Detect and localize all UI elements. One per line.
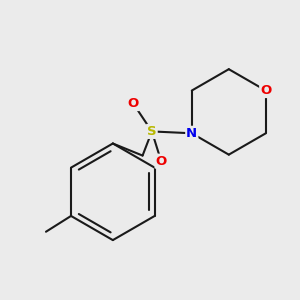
Text: S: S xyxy=(147,125,157,138)
Text: O: O xyxy=(155,154,167,168)
Text: N: N xyxy=(186,127,197,140)
Text: O: O xyxy=(128,97,139,110)
Text: O: O xyxy=(260,84,272,97)
